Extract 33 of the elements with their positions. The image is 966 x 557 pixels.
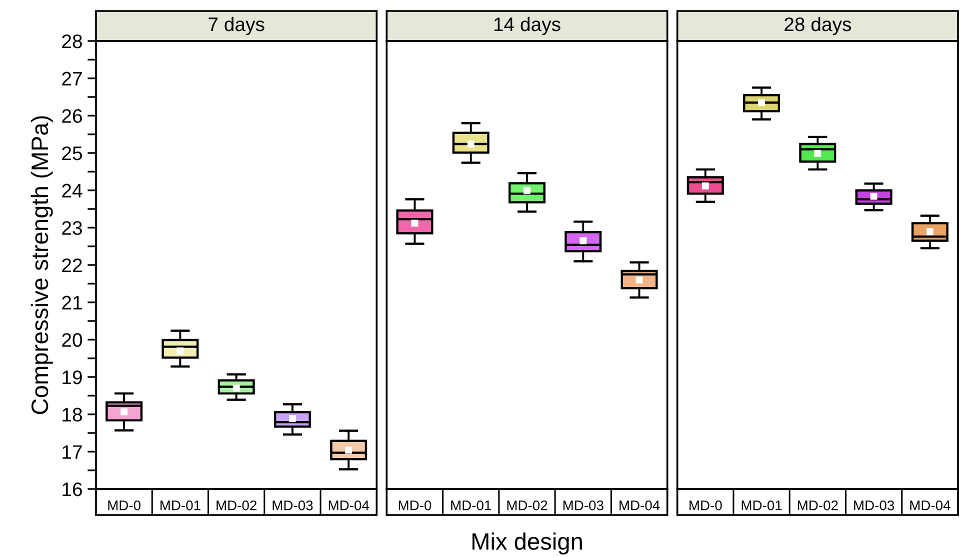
x-tick-label: MD-03: [272, 500, 313, 510]
y-tick-label: 23: [62, 221, 82, 235]
x-tick-label: MD-0: [398, 500, 432, 510]
x-axis-title: Mix design: [472, 532, 582, 555]
y-tick-label: 20: [62, 333, 82, 347]
x-tick-label: MD-03: [563, 500, 604, 510]
y-tick-label: 28: [62, 34, 82, 48]
y-tick-label: 21: [62, 296, 82, 310]
x-tick-label: MD-02: [507, 500, 548, 510]
y-tick-label: 25: [62, 146, 82, 160]
x-tick-label: MD-01: [451, 500, 492, 510]
chart-title: 14 days: [494, 16, 560, 36]
y-tick-label: 27: [62, 72, 82, 86]
x-tick-label: MD-01: [160, 500, 200, 510]
y-tick-label: 16: [62, 482, 82, 496]
chart-title: 28 days: [784, 16, 852, 36]
x-tick-label: MD-02: [216, 500, 256, 510]
x-tick-label: MD-03: [854, 500, 894, 510]
x-tick-label: MD-02: [798, 500, 838, 510]
chart-title: 7 days: [208, 16, 264, 36]
y-tick-label: 18: [62, 408, 82, 422]
y-tick-label: 24: [62, 184, 82, 198]
x-tick-label: MD-01: [742, 500, 782, 510]
x-tick-label: MD-0: [108, 500, 140, 510]
y-tick-label: 17: [62, 445, 82, 459]
x-tick-label: MD-04: [620, 500, 660, 510]
y-tick-label: 22: [62, 258, 82, 272]
x-tick-label: MD-04: [328, 500, 370, 510]
x-tick-label: MD-04: [910, 500, 950, 510]
y-tick-label: 26: [62, 109, 82, 123]
y-axis-title: Compressive strength (MPa): [30, 116, 53, 414]
x-tick-label: MD-0: [690, 500, 722, 510]
y-tick-label: 19: [62, 370, 82, 384]
